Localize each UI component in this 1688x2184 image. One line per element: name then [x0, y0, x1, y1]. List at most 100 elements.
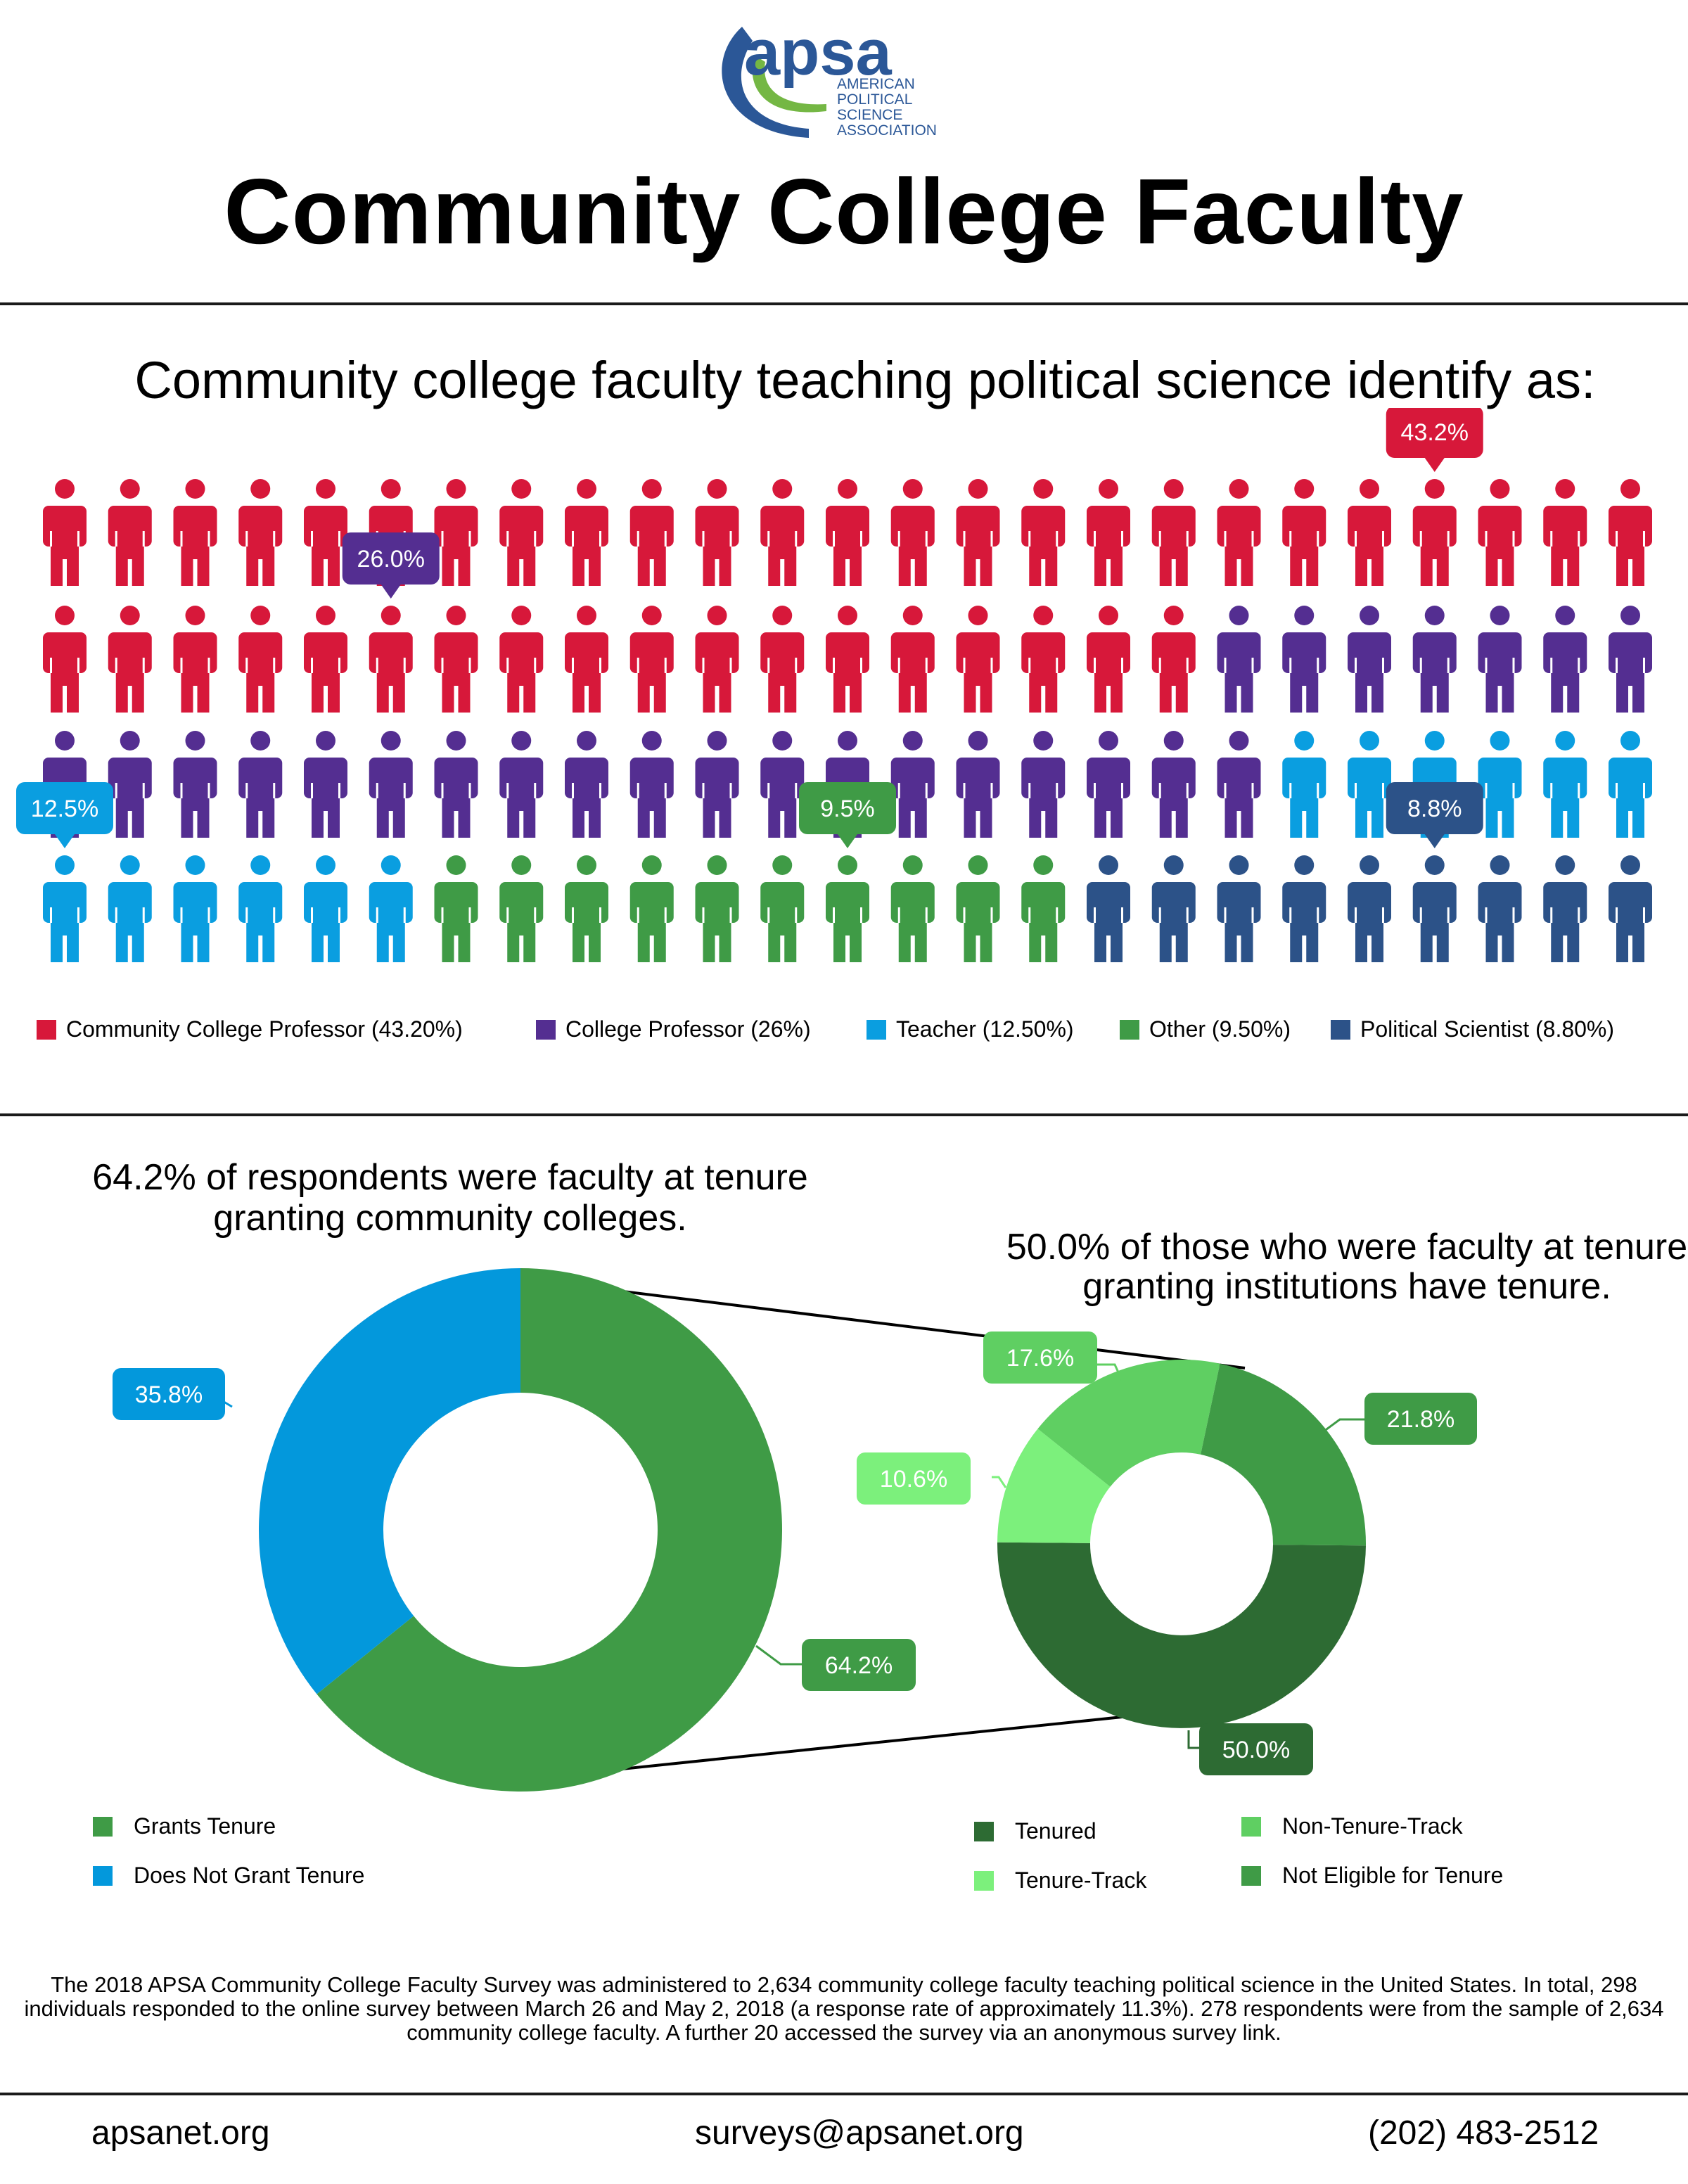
pictograph-icon-community-college-professor [1151, 606, 1196, 714]
legend-swatch [93, 1816, 113, 1837]
pictograph-icon-other [565, 855, 608, 964]
donut-label-text: 35.8% [135, 1381, 203, 1408]
pictograph-icon-teacher [1478, 731, 1522, 839]
survey-footnote: The 2018 APSA Community College Faculty … [24, 1972, 1664, 2045]
pictograph-icon-college-professor [434, 731, 478, 839]
legend-item-political-scientist: Political Scientist (8.80%) [1331, 1016, 1614, 1042]
pictograph-icon-community-college-professor [1087, 479, 1130, 587]
pictograph-icon-other [890, 855, 935, 964]
pictograph-icon-college-professor [956, 731, 1000, 839]
pictograph-icon-community-college-professor [890, 479, 935, 587]
right-donut-caption: 50.0% of those who were faculty at tenur… [1006, 1227, 1688, 1307]
pictograph-icon-community-college-professor [304, 606, 347, 714]
pictograph-icon-community-college-professor [629, 606, 674, 714]
footer-email[interactable]: surveys@apsanet.org [695, 2114, 1024, 2152]
donut-label-tenure-track: 10.6% [857, 1452, 971, 1505]
pictograph-icon-community-college-professor [434, 479, 478, 587]
legend-label: Not Eligible for Tenure [1282, 1863, 1504, 1888]
donut-label-non-tenure-track: 17.6% [983, 1332, 1097, 1384]
pictograph-icon-teacher [173, 855, 217, 964]
donut-label-does-not-grant: 35.8% [113, 1368, 225, 1420]
donut-charts: 64.2% 35.8% 50.0% 10.6% 17.6% 21.8% [113, 1268, 1477, 1792]
donut-slice-tenured [997, 1542, 1366, 1728]
pictograph-icon-teacher [1282, 731, 1326, 839]
apsa-logo: apsa AMERICAN POLITICAL SCIENCE ASSOCIAT… [722, 17, 937, 139]
logo-line-2: POLITICAL [837, 91, 912, 108]
legend-label: Political Scientist (8.80%) [1360, 1016, 1615, 1042]
pictograph-icon-college-professor [1543, 606, 1587, 714]
pictograph-icon-community-college-professor [434, 606, 478, 714]
pictograph-icon-college-professor [695, 731, 739, 839]
pictograph-icon-teacher [1348, 731, 1391, 839]
pictograph-icon-community-college-professor [108, 606, 152, 714]
donut-slice-non-tenure-track [1037, 1360, 1220, 1487]
legend-swatch [867, 1019, 886, 1040]
pictograph-icon-teacher [1543, 731, 1587, 839]
legend-label: Grants Tenure [134, 1813, 276, 1839]
legend-label: Does Not Grant Tenure [134, 1863, 365, 1888]
pictograph-icon-other [760, 855, 805, 964]
pictograph-icon-community-college-professor [956, 606, 1000, 714]
pictograph-icon-community-college-professor [238, 479, 283, 587]
donut-slice-does-not-grant-tenure [259, 1268, 520, 1694]
donut-label-not-eligible: 21.8% [1364, 1393, 1477, 1445]
pictograph-icon-community-college-professor [43, 606, 87, 714]
legend-label: Other (9.50%) [1149, 1016, 1291, 1042]
pictograph-icon-college-professor [1021, 731, 1066, 839]
donut-label-text: 17.6% [1006, 1345, 1074, 1372]
pictograph-icon-community-college-professor [629, 479, 674, 587]
logo-blue-swoosh [722, 27, 809, 138]
logo-line-1: AMERICAN [837, 76, 915, 92]
pictograph-icon-other [826, 855, 869, 964]
pictograph-icon-political-scientist [1087, 855, 1130, 964]
legend-swatch [974, 1821, 994, 1841]
legend-item-grants-tenure: Grants Tenure [93, 1813, 276, 1839]
legend-swatch [37, 1019, 56, 1040]
logo-line-4: ASSOCIATION [837, 122, 937, 139]
pictograph-icon-other [956, 855, 1000, 964]
pictograph-icon-political-scientist [1412, 855, 1457, 964]
pictograph-icon-teacher [304, 855, 347, 964]
pictograph-icon-college-professor [238, 731, 283, 839]
pictograph-icon-teacher [369, 855, 413, 964]
pictograph-icon-other [1021, 855, 1066, 964]
leader-line [1323, 1418, 1364, 1433]
callout-other: 9.5% [799, 782, 896, 848]
pictograph-icon-community-college-professor [956, 479, 1000, 587]
pictograph-icon-community-college-professor [1151, 479, 1196, 587]
donut-label-text: 21.8% [1387, 1406, 1454, 1433]
pictograph-icon-other [434, 855, 478, 964]
pictograph-icon-college-professor [173, 731, 217, 839]
legend-item-tenured: Tenured [974, 1818, 1096, 1844]
legend-item-other: Other (9.50%) [1120, 1016, 1291, 1042]
pictograph-icon-political-scientist [1609, 855, 1652, 964]
donut-label-tenured: 50.0% [1199, 1723, 1313, 1775]
pictograph-icon-community-college-professor [499, 479, 544, 587]
callout-political-scientist: 8.8% [1386, 782, 1483, 848]
callout-college-professor: 26.0% [342, 532, 440, 599]
divider-middle [0, 1113, 1688, 1116]
callout-community-college-professor: 43.2% [1386, 408, 1483, 472]
donut-label-grants-tenure: 64.2% [802, 1639, 916, 1691]
footer-website[interactable]: apsanet.org [91, 2114, 270, 2152]
footer-phone: (202) 483-2512 [1368, 2114, 1599, 2152]
logo-green-swoosh [752, 55, 826, 113]
leader-line [1187, 1730, 1199, 1749]
donut-label-text: 64.2% [825, 1652, 893, 1679]
pictograph-icon-college-professor [565, 731, 608, 839]
leader-line [1097, 1363, 1123, 1381]
pictograph-icon-college-professor [499, 731, 544, 839]
pictograph-icon-political-scientist [1348, 855, 1391, 964]
pictograph-icon-community-college-professor [695, 606, 739, 714]
legend-item-not-eligible: Not Eligible for Tenure [1241, 1863, 1503, 1889]
donut-slice-grants-tenure [316, 1268, 783, 1792]
page-title: Community College Faculty [224, 160, 1464, 263]
legend-label: Non-Tenure-Track [1282, 1813, 1463, 1839]
pictograph-icon-college-professor [1282, 606, 1326, 714]
legend-label: Community College Professor (43.20%) [66, 1016, 463, 1042]
pictograph-icon-community-college-professor [890, 606, 935, 714]
donut-slice-tenure-track [997, 1429, 1111, 1543]
pictograph-icon-community-college-professor [173, 479, 217, 587]
logo-line-3: SCIENCE [837, 107, 902, 123]
pictograph-icon-community-college-professor [43, 479, 87, 587]
